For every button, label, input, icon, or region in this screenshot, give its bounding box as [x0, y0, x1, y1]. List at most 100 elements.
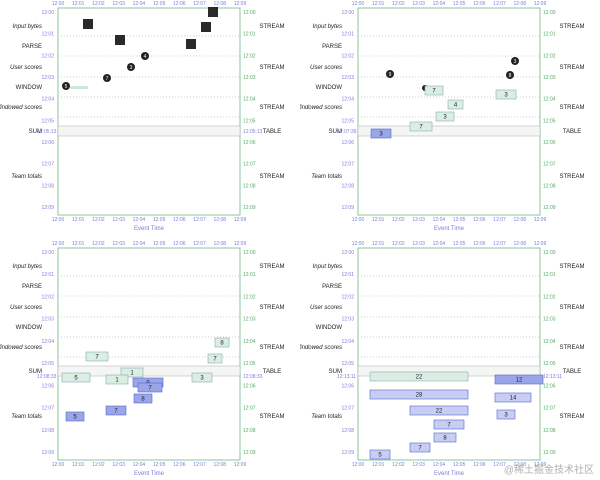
top-tick-label: 12:03: [112, 1, 125, 7]
top-tick-label: 12:04: [433, 1, 446, 7]
right-scale-tick: 12:05: [543, 361, 556, 367]
top-tick-label: 12:07: [193, 1, 206, 7]
row-type-label: STREAM: [259, 174, 284, 180]
top-tick-label: 12:09: [534, 1, 547, 7]
top-tick-label: 12:07: [193, 241, 206, 247]
team-total-box-label: 7: [447, 423, 451, 429]
left-scale-tick: 12:07: [341, 162, 354, 168]
right-scale-tick: 12:03: [243, 317, 256, 323]
bottom-tick-label: 12:06: [473, 462, 486, 468]
row-label: Team totals: [311, 414, 342, 420]
bottom-tick-label: 12:05: [453, 217, 466, 223]
right-scale-tick: 12:09: [243, 205, 256, 211]
input-byte-square: [83, 19, 93, 29]
row-type-label: STREAM: [559, 345, 584, 351]
right-scale-tick: 12:06: [243, 383, 256, 389]
row-label: User scores: [10, 305, 42, 311]
bottom-tick-label: 12:09: [534, 462, 547, 468]
x-axis-label: Event Time: [134, 226, 165, 232]
watermark-time-left: 12:07:39: [337, 129, 357, 135]
team-total-box-label: 22: [436, 409, 443, 415]
top-tick-label: 12:02: [392, 1, 405, 7]
row-label: User scores: [310, 65, 342, 71]
right-scale-tick: 12:01: [243, 32, 256, 38]
input-byte-square: [186, 39, 196, 49]
top-tick-label: 12:08: [514, 241, 527, 247]
left-scale-tick: 12:09: [341, 205, 354, 211]
right-scale-tick: 12:09: [543, 205, 556, 211]
team-total-box-label: 28: [416, 393, 423, 399]
score-dot-label: 9: [389, 72, 392, 78]
bottom-tick-label: 12:08: [214, 217, 227, 223]
right-scale-tick: 12:03: [243, 75, 256, 81]
row-label: User scores: [310, 305, 342, 311]
row-label: Input bytes: [313, 264, 342, 270]
windowed-score-box-label: 8: [220, 341, 224, 347]
top-tick-label: 12:05: [453, 1, 466, 7]
bottom-tick-label: 12:09: [234, 462, 247, 468]
left-scale-tick: 12:07: [41, 162, 54, 168]
row-label: Windowed scores: [300, 105, 342, 111]
watermark-time-right: 12:05:13: [243, 129, 263, 135]
top-tick-label: 12:02: [392, 241, 405, 247]
top-tick-label: 12:02: [92, 1, 105, 7]
top-tick-label: 12:07: [493, 241, 506, 247]
left-scale-tick: 12:03: [41, 75, 54, 81]
panel-frame: [357, 247, 541, 461]
top-tick-label: 12:04: [133, 241, 146, 247]
panel-top-left: 12:00 12:01 12:02 12:03 12:04 12:05 12:06 12:07…: [0, 0, 300, 235]
sum-box: [370, 128, 392, 139]
row-type-label: STREAM: [259, 105, 284, 111]
row-label: Windowed scores: [0, 345, 42, 351]
team-total-box-label: 7: [148, 386, 152, 392]
team-total-box-label: 7: [114, 409, 118, 415]
row-type-label: STREAM: [259, 65, 284, 71]
score-dot: [62, 82, 70, 90]
x-axis-label: Event Time: [434, 471, 465, 477]
watermark-time-left: 12:13:11: [337, 374, 356, 380]
row-label: WINDOW: [16, 325, 43, 331]
bottom-tick-label: 12:06: [173, 217, 186, 223]
sum-box-label: 3: [200, 376, 204, 382]
watermark-time-left: 12:05:13: [37, 129, 57, 135]
row-type-label: STREAM: [259, 305, 284, 311]
bottom-tick-label: 12:08: [514, 217, 527, 223]
input-byte-square: [115, 35, 125, 45]
top-tick-label: 12:00: [352, 1, 365, 7]
row-label: SUM: [329, 129, 342, 135]
right-scale-tick: 12:09: [543, 450, 556, 456]
team-total-box: [433, 432, 457, 443]
team-total-box: [409, 442, 431, 453]
x-axis-label: Event Time: [434, 226, 465, 232]
top-tick-label: 12:06: [473, 1, 486, 7]
row-type-label: STREAM: [259, 24, 284, 30]
bottom-tick-label: 12:04: [433, 462, 446, 468]
team-total-box: [494, 392, 532, 403]
right-scale-tick: 12:02: [243, 53, 256, 59]
right-scale-tick: 12:03: [543, 317, 556, 323]
team-total-box: [137, 382, 163, 393]
left-scale-tick: 12:01: [41, 272, 54, 278]
bottom-tick-label: 12:06: [173, 462, 186, 468]
team-total-box: [65, 411, 85, 422]
sum-box-label: 22: [416, 375, 423, 381]
team-total-box: [409, 405, 469, 416]
row-label: User scores: [10, 65, 42, 71]
row-label: PARSE: [22, 44, 42, 50]
right-scale-tick: 12:01: [243, 272, 256, 278]
right-scale-tick: 12:00: [543, 10, 556, 16]
bottom-tick-label: 12:07: [493, 462, 506, 468]
team-total-box-label: 8: [141, 397, 145, 403]
team-total-box: [433, 419, 465, 430]
top-tick-label: 12:07: [493, 1, 506, 7]
top-tick-label: 12:05: [453, 241, 466, 247]
sum-box: [105, 374, 129, 385]
top-tick-label: 12:04: [433, 241, 446, 247]
sum-box: [191, 372, 213, 383]
windowed-score-box-label: 3: [504, 93, 508, 99]
top-tick-label: 12:03: [412, 241, 425, 247]
windowed-score-box-label: 7: [95, 355, 99, 361]
top-tick-label: 12:01: [372, 1, 385, 7]
left-scale-tick: 12:09: [341, 450, 354, 456]
top-tick-label: 12:00: [52, 241, 65, 247]
